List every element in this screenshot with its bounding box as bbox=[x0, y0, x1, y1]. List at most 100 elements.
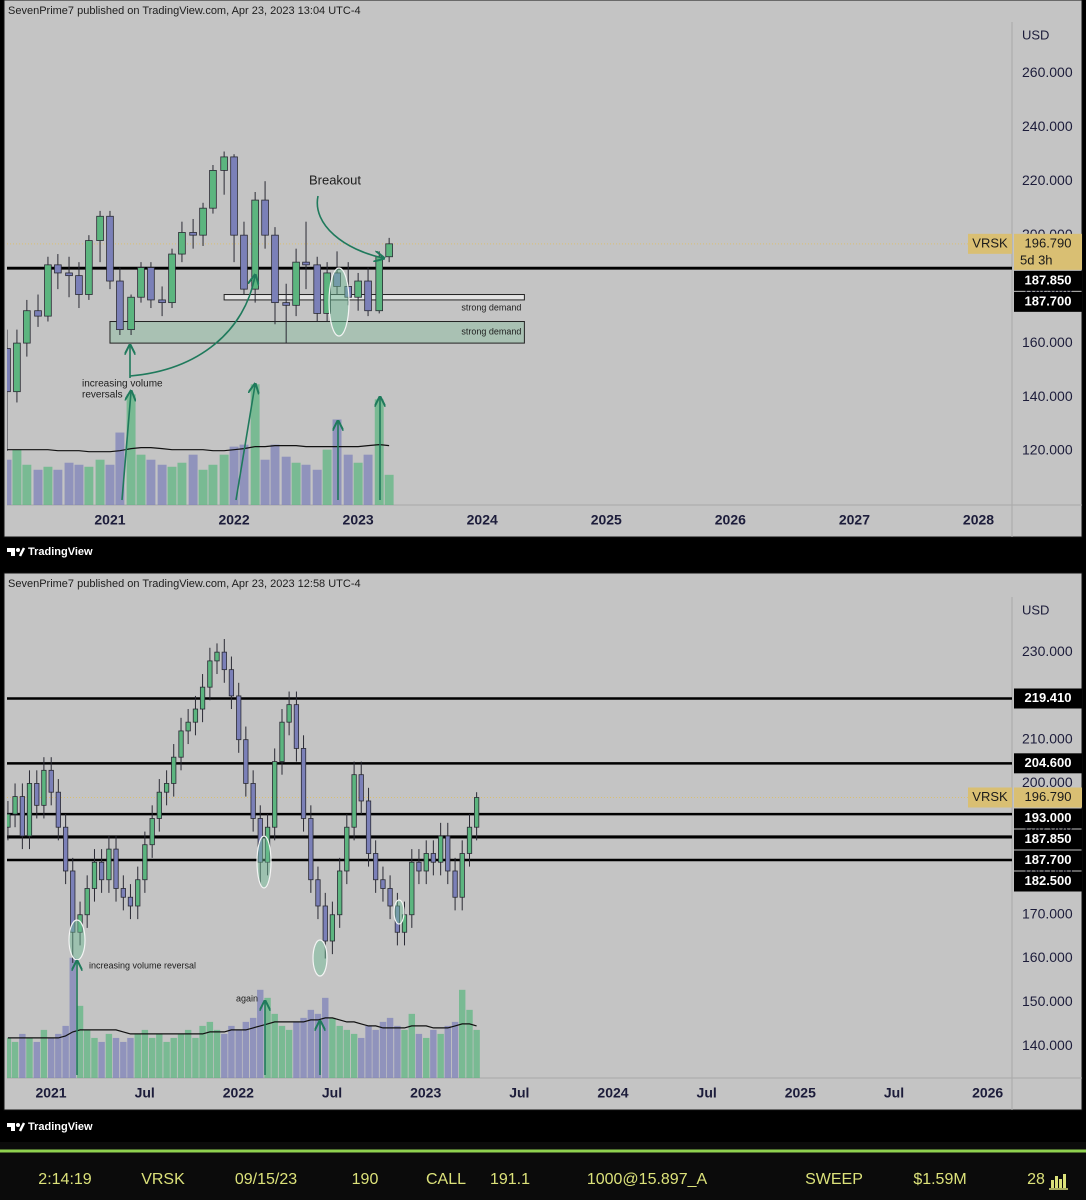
candle-body bbox=[322, 905, 328, 942]
volume-bar bbox=[76, 1005, 84, 1078]
candle-body bbox=[452, 870, 458, 898]
candle-body bbox=[207, 660, 213, 688]
ticker-field: 191.1 bbox=[490, 1171, 530, 1188]
candle-body bbox=[7, 813, 11, 828]
volume-bar bbox=[350, 1033, 358, 1078]
highlight-ellipse bbox=[68, 919, 86, 961]
x-tick-label: 2025 bbox=[591, 512, 622, 528]
volume-bar bbox=[148, 1037, 156, 1078]
volume-bar bbox=[74, 464, 84, 505]
candle-body bbox=[445, 835, 451, 872]
candle-body bbox=[228, 669, 235, 697]
volume-bar bbox=[466, 1009, 473, 1078]
candle-body bbox=[438, 835, 444, 863]
last-price-tag bbox=[1014, 233, 1082, 270]
volume-bar bbox=[184, 1029, 192, 1078]
volume-bar bbox=[7, 1037, 12, 1078]
y-tick-label: 140.000 bbox=[1022, 1037, 1073, 1053]
volume-bar bbox=[430, 1029, 437, 1078]
volume-bar bbox=[379, 1021, 387, 1078]
highlight-ellipse bbox=[256, 835, 272, 889]
volume-bar bbox=[332, 419, 342, 505]
x-tick-label: 2022 bbox=[218, 512, 249, 528]
volume-bar bbox=[199, 1025, 206, 1078]
candle-body bbox=[113, 848, 119, 889]
plot-area: strong demand strong demand Breakout increa… bbox=[7, 151, 1012, 505]
volume-bar bbox=[291, 462, 301, 505]
candle-body bbox=[409, 861, 415, 916]
candle-body bbox=[474, 797, 480, 828]
volume-average bbox=[7, 443, 390, 453]
candle-body bbox=[199, 686, 206, 710]
candle-body bbox=[178, 730, 184, 758]
annotation-text: Breakout bbox=[309, 172, 361, 187]
volume-bar bbox=[7, 459, 12, 505]
ticker-icon-bar bbox=[1063, 1174, 1066, 1188]
candle-body bbox=[168, 253, 176, 304]
volume-bar bbox=[264, 997, 271, 1078]
x-tick-label: Jul bbox=[135, 1085, 155, 1101]
annotation-text: increasing volume bbox=[82, 379, 163, 390]
brand-logo-slash bbox=[18, 547, 26, 557]
volume-average bbox=[7, 1017, 477, 1039]
highlight-ellipse bbox=[312, 939, 328, 977]
candle-body bbox=[323, 272, 331, 314]
candle-body bbox=[44, 264, 52, 317]
volume-bar bbox=[458, 989, 466, 1078]
ticker-field: SWEEP bbox=[805, 1171, 863, 1188]
candle-body bbox=[423, 853, 429, 872]
x-tick-label: Jul bbox=[697, 1085, 717, 1101]
volume-bar bbox=[372, 1029, 379, 1078]
candle-body bbox=[142, 844, 148, 881]
ticker-field: CALL bbox=[426, 1171, 466, 1188]
volume-bar bbox=[170, 1037, 177, 1078]
brand-name: TradingView bbox=[28, 546, 93, 558]
candle-body bbox=[466, 826, 473, 854]
candle-body bbox=[329, 914, 335, 942]
candle-body bbox=[12, 796, 18, 815]
demand-zone bbox=[223, 294, 525, 301]
volume-bar bbox=[278, 1025, 286, 1078]
ticker-field: VRSK bbox=[141, 1171, 185, 1188]
candle-body bbox=[116, 280, 124, 331]
candle-body bbox=[147, 267, 155, 301]
candle-body bbox=[26, 783, 33, 837]
candle-body bbox=[358, 774, 364, 802]
volume-bar bbox=[177, 462, 187, 505]
volume-bar bbox=[365, 1025, 372, 1078]
volume-bar bbox=[363, 454, 373, 505]
candle-body bbox=[240, 234, 248, 290]
volume-bar bbox=[43, 466, 53, 505]
volume-bar bbox=[112, 1037, 120, 1078]
candle-body bbox=[261, 199, 269, 236]
candle-body bbox=[401, 914, 408, 933]
volume-bar bbox=[136, 454, 146, 505]
volume-bar bbox=[64, 462, 74, 505]
y-tick-label: 170.000 bbox=[1022, 905, 1073, 921]
annotation-arrow bbox=[235, 385, 255, 501]
candle-body bbox=[158, 299, 166, 304]
y-tick-label: 260.000 bbox=[1022, 64, 1073, 80]
volume-bar bbox=[83, 1029, 91, 1078]
volume-bar bbox=[444, 1025, 451, 1078]
volume-bar bbox=[257, 989, 264, 1078]
ticker-field: 190 bbox=[352, 1171, 379, 1188]
annotation-text: again bbox=[236, 993, 258, 1003]
volume-bar bbox=[11, 1041, 19, 1078]
volume-bar bbox=[270, 444, 280, 505]
candle-body bbox=[209, 170, 217, 209]
volume-bar bbox=[281, 456, 291, 505]
level-tag-text: 187.700 bbox=[1025, 293, 1072, 308]
x-tick-label: Jul bbox=[322, 1085, 342, 1101]
candle-body bbox=[430, 853, 436, 863]
volume-bar bbox=[301, 464, 311, 505]
candle-body bbox=[286, 704, 292, 723]
candle-body bbox=[34, 310, 42, 317]
publish-header: SevenPrime7 published on TradingView.com… bbox=[8, 5, 361, 17]
level-tag bbox=[1014, 829, 1082, 850]
volume-bar bbox=[343, 1029, 351, 1078]
volume-bar bbox=[198, 469, 208, 505]
candle-body bbox=[293, 704, 300, 749]
x-tick-label: 2026 bbox=[715, 512, 746, 528]
